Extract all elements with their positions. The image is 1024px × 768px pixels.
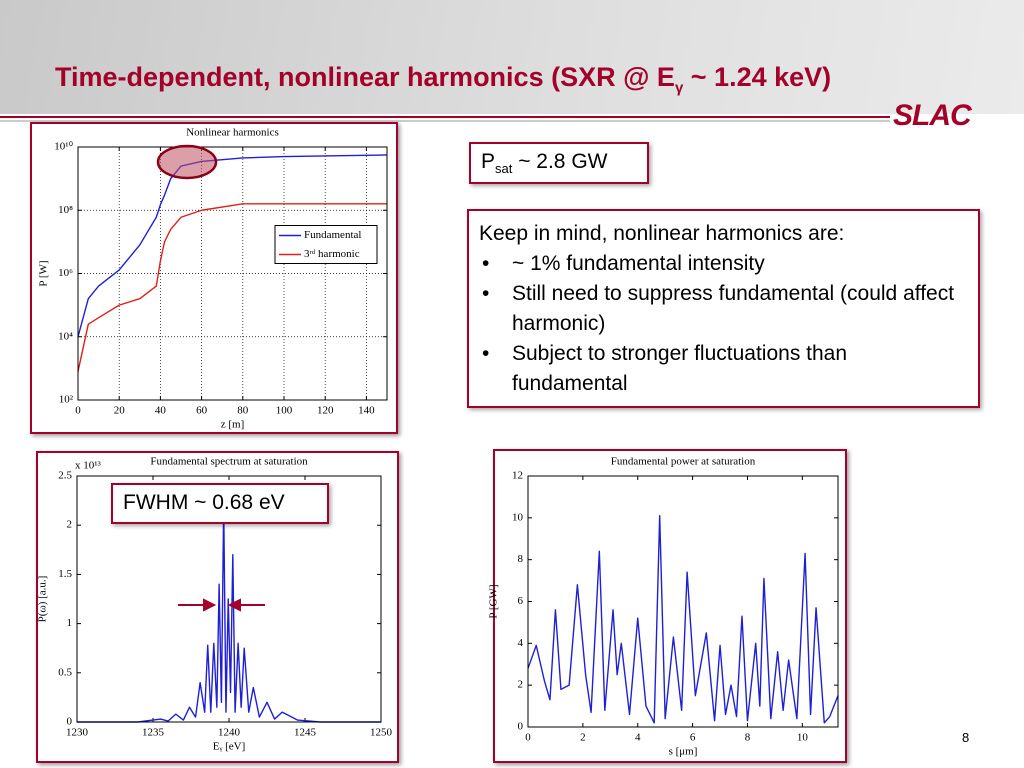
- legend-box: [274, 225, 378, 264]
- legend-label: Fundamental: [304, 229, 361, 241]
- x-axis-label: Eᵧ [eV]: [213, 741, 246, 753]
- y-tick-label: 10⁸: [58, 204, 73, 216]
- x-tick-label: 6: [690, 732, 696, 744]
- x-tick-label: 2: [580, 732, 586, 744]
- series-line: [527, 515, 839, 724]
- chart-title: Fundamental spectrum at saturation: [150, 456, 308, 468]
- y-tick-label: 10¹⁰: [54, 141, 73, 153]
- x-tick-label: 1250: [370, 727, 393, 739]
- y-tick-label: 0.5: [58, 666, 72, 678]
- fwhm-arrows: [178, 598, 265, 612]
- y-tick-label: 4: [518, 637, 524, 649]
- y-tick-label: 6: [518, 595, 524, 607]
- x-tick-label: 20: [114, 405, 126, 417]
- x-tick-label: 4: [635, 732, 641, 744]
- x-tick-label: 1230: [66, 727, 89, 739]
- x-axis-label: s [μm]: [669, 746, 698, 758]
- psat-text: ~ 2.8 GW: [512, 150, 608, 173]
- y-axis-label: P [GW]: [488, 584, 500, 618]
- plot-frame: [76, 475, 382, 723]
- plot-frame: [77, 146, 388, 401]
- y-tick-label: 10⁶: [58, 267, 73, 279]
- notes-box: Keep in mind, nonlinear harmonics are: ~…: [467, 209, 980, 408]
- bullet: Still need to suppress fundamental (coul…: [482, 279, 968, 339]
- title-text: Time-dependent, nonlinear harmonics (SXR…: [55, 62, 675, 92]
- bullet: ~ 1% fundamental intensity: [482, 249, 968, 279]
- y-tick-label: 2.5: [58, 470, 72, 482]
- y-tick-label: 10: [512, 511, 524, 523]
- x-tick-label: 0: [525, 732, 531, 744]
- psat-subscript: sat: [495, 161, 513, 177]
- slide-title: Time-dependent, nonlinear harmonics (SXR…: [55, 62, 831, 96]
- series-line: [77, 203, 387, 372]
- x-tick-label: 1245: [294, 727, 317, 739]
- legend-label: 3ʳᵈ harmonic: [304, 248, 360, 260]
- chart-title: Nonlinear harmonics: [186, 127, 279, 139]
- chart-title: Fundamental power at saturation: [611, 456, 756, 468]
- bullet: Subject to stronger fluctuations than fu…: [482, 339, 968, 399]
- y-tick-label: 2: [67, 519, 73, 531]
- y-tick-label: 2: [518, 679, 524, 691]
- fwhm-box: FWHM ~ 0.68 eV: [111, 483, 329, 524]
- psat-box: Psat ~ 2.8 GW: [469, 142, 649, 184]
- y-tick-label: 0: [518, 721, 524, 733]
- y-tick-label: 1.5: [58, 568, 72, 580]
- x-tick-label: 120: [317, 405, 334, 417]
- y-tick-label: 12: [512, 470, 523, 482]
- highlight-ellipse: [156, 144, 218, 180]
- x-tick-label: 80: [237, 405, 249, 417]
- notes-list: ~ 1% fundamental intensity Still need to…: [479, 249, 968, 399]
- arrow-head: [227, 598, 241, 612]
- x-tick-label: 0: [75, 405, 81, 417]
- series-line: [77, 504, 381, 723]
- title-text: ~ 1.24 keV): [683, 62, 832, 92]
- psat-text: P: [481, 150, 496, 173]
- x-tick-label: 10: [797, 732, 809, 744]
- y-tick-label: 10⁴: [58, 330, 73, 342]
- logo: SLAC: [893, 99, 972, 132]
- x-tick-label: 8: [745, 732, 751, 744]
- y-tick-label: 0: [67, 716, 73, 728]
- y-axis-label: P [W]: [38, 260, 50, 286]
- page-number: 8: [962, 730, 970, 745]
- x-tick-label: 60: [196, 405, 208, 417]
- y-multiplier: x 10¹³: [75, 460, 102, 472]
- plot-frame: [527, 475, 839, 728]
- notes-heading: Keep in mind, nonlinear harmonics are:: [479, 222, 845, 245]
- x-tick-label: 40: [155, 405, 167, 417]
- y-tick-label: 10²: [59, 394, 74, 406]
- y-tick-label: 1: [67, 617, 73, 629]
- x-axis-label: z [m]: [221, 419, 245, 431]
- header-band: [0, 0, 1024, 114]
- title-subscript: γ: [674, 79, 684, 97]
- x-tick-label: 1240: [218, 727, 241, 739]
- y-axis-label: P(ω) [a.u.]: [37, 576, 49, 623]
- series-line: [77, 154, 388, 337]
- x-tick-label: 140: [358, 405, 375, 417]
- y-tick-label: 8: [518, 553, 524, 565]
- plot-area: [78, 147, 387, 400]
- arrow-head: [203, 598, 217, 612]
- x-tick-label: 100: [276, 405, 293, 417]
- x-tick-label: 1235: [142, 727, 165, 739]
